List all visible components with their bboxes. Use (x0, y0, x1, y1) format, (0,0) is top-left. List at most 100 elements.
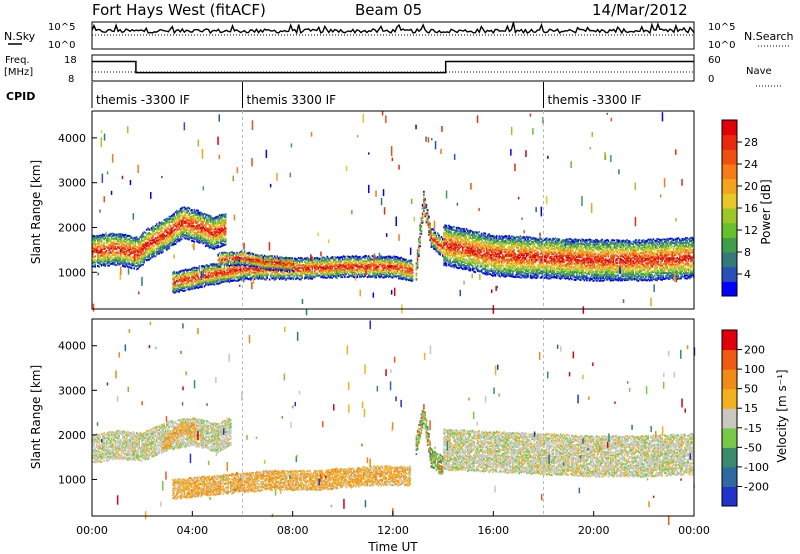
power-cell (150, 232, 153, 235)
power-cell (124, 263, 127, 266)
power-cell (307, 274, 310, 277)
power-cell (152, 229, 154, 232)
power-cell (123, 236, 125, 239)
power-cell (197, 235, 199, 238)
power-cell (187, 232, 189, 235)
power-cell (162, 241, 164, 244)
power-cell (193, 227, 196, 229)
power-cell (315, 260, 317, 263)
power-cell (320, 276, 322, 279)
power-cell (418, 249, 420, 252)
power-cell (198, 234, 201, 237)
power-cell (197, 281, 199, 284)
power-cell (172, 222, 174, 225)
power-cell (152, 241, 154, 244)
power-cell (181, 222, 183, 224)
power-cell (213, 231, 216, 234)
power-cell (260, 266, 262, 269)
power-cell (255, 274, 257, 277)
power-cell (178, 215, 181, 218)
power-cell (177, 234, 179, 237)
power-cell (191, 267, 193, 270)
power-cell (186, 216, 188, 219)
power-cell (265, 272, 267, 275)
power-cell (222, 274, 224, 277)
power-cell (102, 236, 104, 239)
power-cell (213, 245, 216, 248)
power-cell (247, 278, 250, 281)
power-cell (125, 262, 128, 265)
power-cell (192, 287, 194, 290)
power-cell (179, 232, 182, 235)
power-cell (125, 243, 128, 246)
power-cell (208, 269, 211, 272)
power-cell (351, 261, 354, 264)
power-cell (187, 270, 189, 273)
power-cell (143, 238, 145, 241)
power-cell (134, 262, 137, 265)
power-cell (223, 279, 226, 282)
power-cell (147, 258, 149, 261)
power-cell (95, 260, 98, 263)
power-cell (243, 275, 246, 278)
power-cell (182, 285, 184, 288)
power-cell (142, 234, 144, 237)
power-cell (157, 226, 159, 229)
power-cell (105, 245, 108, 248)
power-cell (191, 222, 193, 225)
power-cell (235, 266, 237, 269)
power-cell (147, 247, 149, 250)
power-cell (209, 233, 212, 236)
power-cell (124, 261, 127, 264)
power-cell (179, 286, 182, 289)
power-cell (184, 233, 187, 236)
power-cell (243, 266, 246, 269)
power-cell (99, 259, 102, 262)
power-cell (268, 261, 271, 264)
power-cell (201, 219, 203, 222)
power-cell (193, 269, 196, 272)
power-cell (135, 255, 138, 258)
power-cell (113, 246, 115, 248)
power-cell (304, 265, 306, 268)
power-cell (217, 273, 219, 276)
power-cell (135, 268, 138, 271)
power-cell (198, 216, 201, 218)
power-cell (140, 243, 143, 246)
power-cell (282, 266, 285, 268)
power-cell (359, 255, 361, 258)
power-cell (223, 274, 226, 277)
power-cell (171, 220, 173, 223)
power-cell (233, 274, 236, 277)
power-cell (217, 282, 219, 285)
power-cell (238, 276, 241, 279)
power-cell (199, 223, 202, 225)
power-cell (117, 252, 119, 255)
cpid-row: themis -3300 IF themis 3300 IF themis -330… (91, 82, 642, 108)
power-cell (176, 276, 178, 278)
power-cell (181, 269, 183, 272)
power-cell (181, 277, 183, 280)
power-cell (128, 244, 130, 247)
power-cell (245, 277, 247, 280)
power-cell (213, 237, 216, 240)
power-cell (171, 234, 173, 237)
power-cell (186, 226, 188, 229)
power-cell (172, 271, 174, 274)
power-cell (223, 238, 226, 241)
power-cell (207, 277, 209, 280)
power-cell (115, 235, 118, 238)
power-cell (120, 241, 123, 244)
power-cell (446, 256, 449, 259)
power-cell (212, 245, 214, 248)
power-cell (189, 224, 192, 227)
power-cell (178, 233, 181, 236)
power-cell (110, 255, 113, 258)
power-cell (223, 268, 226, 271)
power-cell (204, 232, 207, 235)
power-cell (153, 244, 156, 247)
power-cell (216, 227, 218, 230)
power-cell (192, 211, 194, 214)
power-cell (191, 212, 193, 214)
power-cell (213, 277, 216, 280)
